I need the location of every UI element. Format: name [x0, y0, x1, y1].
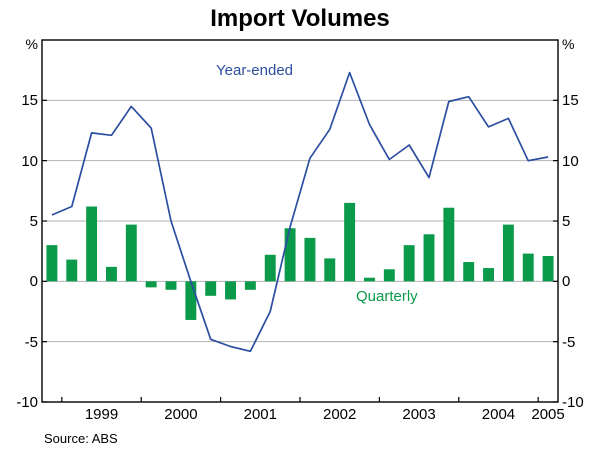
y-tick-label: 10 [21, 152, 38, 170]
quarterly-bar [264, 254, 276, 282]
quarterly-bar [46, 245, 58, 282]
quarterly-bar [502, 224, 514, 282]
quarterly-bar [244, 281, 256, 290]
x-tick-label: 2000 [164, 406, 198, 423]
quarterly-bar [542, 255, 554, 282]
quarterly-bar [66, 259, 78, 282]
quarterly-bar [483, 268, 494, 282]
bar-series-label: Quarterly [356, 288, 418, 305]
quarterly-bar [364, 277, 375, 282]
quarterly-bar [185, 281, 197, 320]
quarterly-bar [86, 206, 98, 282]
y-tick-label: 10 [562, 152, 579, 170]
quarterly-bar [463, 262, 475, 282]
quarterly-bar [344, 202, 356, 282]
quarterly-bar [145, 281, 157, 288]
x-tick-label: 2003 [402, 406, 436, 423]
y-tick-label: -10 [16, 394, 38, 411]
quarterly-bar [225, 281, 236, 300]
y-axis-unit-right: % [562, 36, 575, 52]
quarterly-bar [423, 234, 435, 282]
quarterly-bar [304, 237, 316, 282]
y-tick-label: 15 [562, 92, 579, 110]
quarterly-bar [205, 281, 217, 296]
y-tick-label: 15 [21, 92, 38, 110]
y-axis-unit-left: % [25, 36, 38, 52]
x-tick-label: 1999 [84, 406, 119, 423]
quarterly-bar [403, 245, 415, 282]
x-tick-label: 2001 [243, 406, 277, 423]
y-tick-label: -5 [562, 333, 576, 351]
y-tick-label: 5 [562, 213, 571, 230]
y-tick-label: 0 [29, 273, 38, 291]
y-tick-label: -5 [24, 333, 38, 351]
quarterly-bar [522, 253, 534, 282]
year-ended-line [51, 71, 549, 353]
quarterly-bar [383, 269, 395, 282]
x-tick-label: 2005 [531, 406, 565, 423]
quarterly-bar [165, 281, 177, 290]
y-tick-label: -10 [562, 394, 584, 411]
chart-title: Import Volumes [210, 5, 390, 32]
quarterly-bar [443, 207, 455, 282]
x-tick-label: 2002 [323, 406, 357, 423]
x-tick-label: 2004 [481, 406, 516, 423]
y-tick-label: 0 [562, 273, 571, 291]
source-note: Source: ABS [44, 431, 118, 446]
quarterly-bar [324, 258, 336, 282]
quarterly-bar [106, 266, 117, 282]
y-tick-label: 5 [29, 213, 38, 230]
quarterly-bar [284, 228, 296, 282]
line-series-label: Year-ended [216, 62, 294, 79]
quarterly-bar [125, 224, 137, 282]
